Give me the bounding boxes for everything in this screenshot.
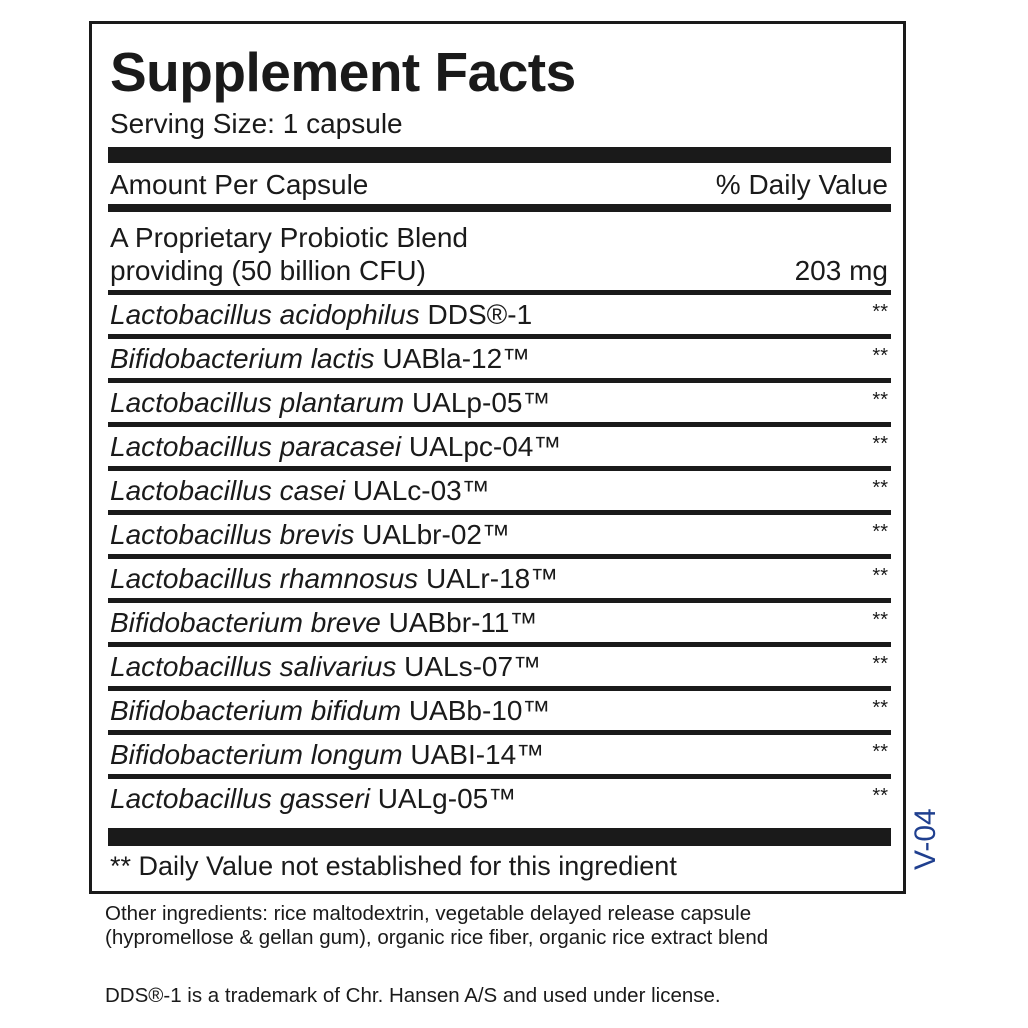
ingredient-name: Lactobacillus salivarius UALs-07™: [110, 651, 541, 683]
strain-code: UABI-14™: [410, 738, 545, 770]
strain-code: UALr-18™: [425, 562, 559, 594]
ingredient-row: Lactobacillus acidophilus DDS®-1 **: [108, 295, 891, 339]
daily-value: **: [872, 609, 888, 631]
daily-value: **: [872, 521, 888, 543]
strain-code: UALbr-02™: [362, 518, 510, 550]
species-name: Bifidobacterium lactis: [110, 342, 375, 374]
species-name: Lactobacillus paracasei: [110, 430, 402, 462]
ingredient-name: Bifidobacterium bifidum UABb-10™: [110, 695, 550, 727]
ingredient-name: Lactobacillus acidophilus DDS®-1: [110, 299, 532, 331]
ingredient-name: Bifidobacterium lactis UABla-12™: [110, 343, 530, 375]
supplement-facts-panel: Supplement Facts Serving Size: 1 capsule…: [89, 21, 906, 894]
daily-value-header: % Daily Value: [715, 169, 888, 200]
species-name: Lactobacillus gasseri: [110, 782, 370, 814]
medium-divider: [108, 204, 891, 212]
ingredient-name: Lactobacillus brevis UALbr-02™: [110, 519, 510, 551]
ingredient-name: Bifidobacterium breve UABbr-11™: [110, 607, 537, 639]
footnote: ** Daily Value not established for this …: [110, 851, 677, 881]
daily-value: **: [872, 389, 888, 411]
ingredient-row: Bifidobacterium breve UABbr-11™ **: [108, 603, 891, 647]
other-ingredients: Other ingredients: rice maltodextrin, ve…: [105, 902, 769, 949]
daily-value: **: [872, 653, 888, 675]
strain-code: DDS®-1: [427, 298, 533, 330]
ingredient-name: Lactobacillus rhamnosus UALr-18™: [110, 563, 558, 595]
strain-code: UALp-05™: [411, 386, 551, 418]
ingredient-row: Lactobacillus gasseri UALg-05™ **: [108, 779, 891, 818]
column-header: Amount Per Capsule % Daily Value: [110, 168, 888, 202]
daily-value: **: [872, 697, 888, 719]
daily-value: **: [872, 301, 888, 323]
daily-value: **: [872, 785, 888, 807]
trademark-notice: DDS®-1 is a trademark of Chr. Hansen A/S…: [105, 984, 721, 1007]
species-name: Bifidobacterium breve: [110, 606, 381, 638]
blend-row: A Proprietary Probiotic Blend providing …: [110, 221, 888, 287]
blend-name-line2: providing (50 billion CFU): [110, 255, 426, 286]
species-name: Bifidobacterium longum: [110, 738, 403, 770]
strain-code: UABb-10™: [408, 694, 551, 726]
version-code: V-04: [909, 808, 942, 870]
daily-value: **: [872, 477, 888, 499]
species-name: Lactobacillus plantarum: [110, 386, 405, 418]
strain-code: UALg-05™: [377, 782, 517, 814]
ingredient-row: Lactobacillus salivarius UALs-07™ **: [108, 647, 891, 691]
species-name: Lactobacillus acidophilus: [110, 298, 420, 330]
daily-value: **: [872, 345, 888, 367]
ingredient-row: Lactobacillus casei UALc-03™ **: [108, 471, 891, 515]
daily-value: **: [872, 565, 888, 587]
ingredient-name: Lactobacillus casei UALc-03™: [110, 475, 490, 507]
amount-header: Amount Per Capsule: [110, 169, 369, 200]
ingredient-row: Bifidobacterium lactis UABla-12™ **: [108, 339, 891, 383]
ingredient-row: Lactobacillus plantarum UALp-05™ **: [108, 383, 891, 427]
strain-code: UALs-07™: [404, 650, 542, 682]
species-name: Lactobacillus casei: [110, 474, 346, 506]
ingredient-row: Lactobacillus brevis UALbr-02™ **: [108, 515, 891, 559]
species-name: Bifidobacterium bifidum: [110, 694, 402, 726]
ingredient-list: Lactobacillus acidophilus DDS®-1 ** Bifido…: [108, 295, 891, 818]
daily-value: **: [872, 433, 888, 455]
ingredient-row: Lactobacillus paracasei UALpc-04™ **: [108, 427, 891, 471]
serving-size: Serving Size: 1 capsule: [110, 108, 403, 139]
ingredient-name: Lactobacillus plantarum UALp-05™: [110, 387, 550, 419]
ingredient-row: Bifidobacterium longum UABI-14™ **: [108, 735, 891, 779]
strain-code: UALc-03™: [352, 474, 490, 506]
species-name: Lactobacillus salivarius: [110, 650, 397, 682]
species-name: Lactobacillus rhamnosus: [110, 562, 419, 594]
species-name: Lactobacillus brevis: [110, 518, 355, 550]
ingredient-row: Bifidobacterium bifidum UABb-10™ **: [108, 691, 891, 735]
daily-value: **: [872, 741, 888, 763]
ingredient-name: Lactobacillus paracasei UALpc-04™: [110, 431, 561, 463]
ingredient-name: Bifidobacterium longum UABI-14™: [110, 739, 544, 771]
strain-code: UABla-12™: [382, 342, 531, 374]
strain-code: UABbr-11™: [388, 606, 538, 638]
strain-code: UALpc-04™: [408, 430, 562, 462]
thick-divider: [108, 828, 891, 846]
thick-divider: [108, 147, 891, 163]
panel-title: Supplement Facts: [110, 41, 576, 103]
ingredient-row: Lactobacillus rhamnosus UALr-18™ **: [108, 559, 891, 603]
ingredient-name: Lactobacillus gasseri UALg-05™: [110, 783, 516, 815]
blend-name-line1: A Proprietary Probiotic Blend: [110, 222, 468, 253]
blend-amount: 203 mg: [794, 255, 888, 286]
divider: [108, 290, 891, 295]
